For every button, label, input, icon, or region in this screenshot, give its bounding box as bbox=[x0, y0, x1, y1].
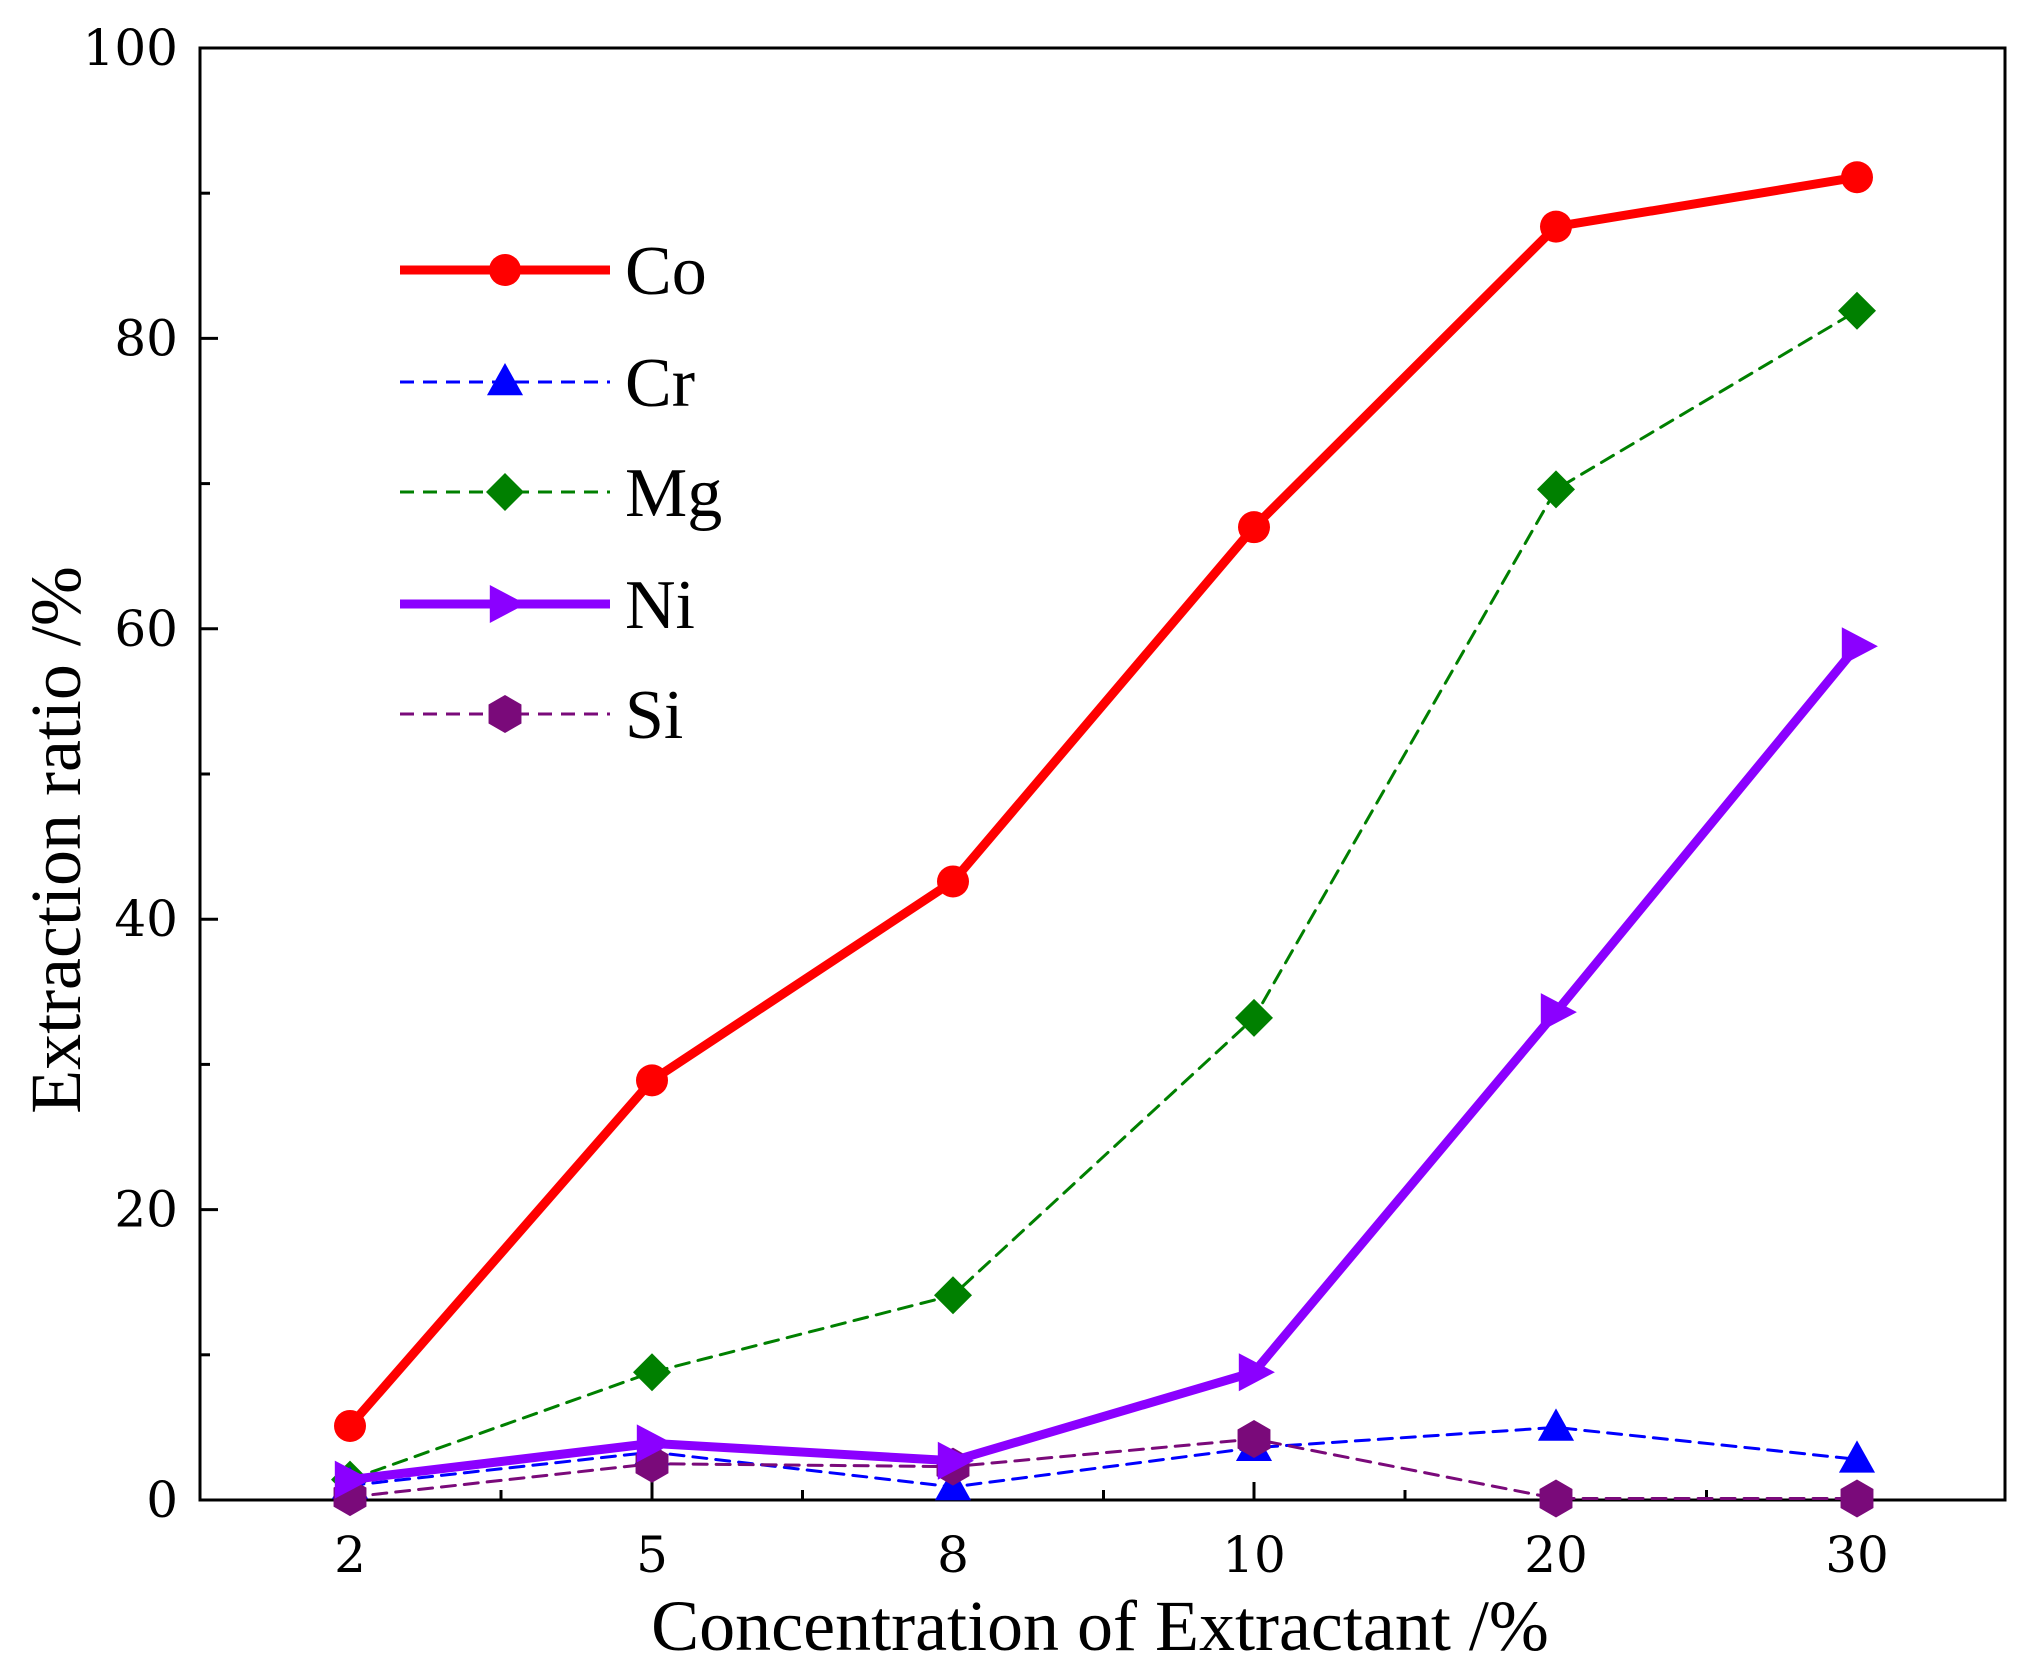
x-tick-label: 10 bbox=[1222, 1526, 1286, 1584]
x-tick-label: 30 bbox=[1825, 1526, 1889, 1584]
data-point-co bbox=[636, 1064, 668, 1097]
x-tick-label: 20 bbox=[1524, 1526, 1588, 1584]
legend-marker bbox=[489, 254, 521, 286]
legend-item-cr: Cr bbox=[400, 345, 695, 422]
data-point-si bbox=[1840, 1479, 1874, 1518]
series-line-ni bbox=[345, 641, 1862, 1485]
data-point-co bbox=[334, 1409, 366, 1442]
series-line-co bbox=[345, 172, 1862, 1431]
y-tick-label: 80 bbox=[114, 309, 178, 367]
data-point-ni bbox=[1841, 627, 1878, 666]
x-tick-label: 5 bbox=[636, 1526, 668, 1584]
data-point-mg bbox=[1838, 291, 1876, 330]
data-point-mg bbox=[1235, 998, 1273, 1037]
legend-item-co: Co bbox=[400, 233, 707, 310]
series-mg bbox=[331, 291, 1876, 1499]
legend-label: Mg bbox=[625, 455, 722, 532]
legend-label: Co bbox=[625, 233, 707, 310]
legend-label: Si bbox=[625, 677, 683, 754]
axes: 0 20 40 60 80 100 2 5 8 10 20 30 bbox=[83, 19, 2007, 1584]
series-si bbox=[333, 1420, 1874, 1518]
y-tick-label: 100 bbox=[83, 19, 178, 77]
legend-marker bbox=[486, 363, 524, 396]
data-point-cr bbox=[1838, 1440, 1876, 1473]
x-tick-label: 2 bbox=[334, 1526, 366, 1584]
legend-marker bbox=[489, 585, 526, 623]
legend-item-si: Si bbox=[400, 677, 683, 754]
legend-item-ni: Ni bbox=[400, 567, 695, 644]
data-point-co bbox=[937, 865, 969, 898]
y-tick-label: 60 bbox=[114, 600, 178, 658]
legend-marker bbox=[488, 695, 522, 733]
x-axis-title: Concentration of Extractant /% bbox=[651, 1586, 1549, 1666]
series-line-mg bbox=[348, 309, 1859, 1482]
y-tick-label: 40 bbox=[114, 890, 178, 948]
data-point-cr bbox=[1537, 1408, 1575, 1441]
series-line-si bbox=[348, 1437, 1859, 1501]
data-point-mg bbox=[1537, 470, 1575, 509]
legend-item-mg: Mg bbox=[400, 455, 722, 532]
data-point-ni bbox=[1540, 993, 1577, 1032]
data-point-ni bbox=[1238, 1353, 1275, 1392]
legend-marker bbox=[486, 473, 524, 511]
data-point-ni bbox=[636, 1424, 673, 1463]
y-tick-label: 0 bbox=[146, 1471, 178, 1529]
y-axis-title: Extraction ratio /% bbox=[16, 566, 96, 1114]
legend-label: Cr bbox=[625, 345, 695, 422]
series-ni bbox=[334, 627, 1878, 1499]
data-point-co bbox=[1238, 511, 1270, 544]
series bbox=[331, 161, 1878, 1518]
legend: Co Cr Mg Ni Si bbox=[400, 233, 722, 754]
legend-label: Ni bbox=[625, 567, 695, 644]
series-line-cr bbox=[348, 1425, 1859, 1489]
data-point-ni bbox=[334, 1460, 371, 1499]
data-point-si bbox=[1539, 1479, 1573, 1518]
series-co bbox=[334, 161, 1873, 1442]
data-point-co bbox=[1540, 210, 1572, 243]
x-tick-label: 8 bbox=[937, 1526, 969, 1584]
data-point-mg bbox=[633, 1353, 671, 1392]
data-point-si bbox=[1237, 1420, 1271, 1459]
data-point-co bbox=[1841, 161, 1873, 194]
data-point-ni bbox=[937, 1441, 974, 1480]
data-point-mg bbox=[934, 1276, 972, 1315]
y-tick-label: 20 bbox=[114, 1181, 178, 1239]
